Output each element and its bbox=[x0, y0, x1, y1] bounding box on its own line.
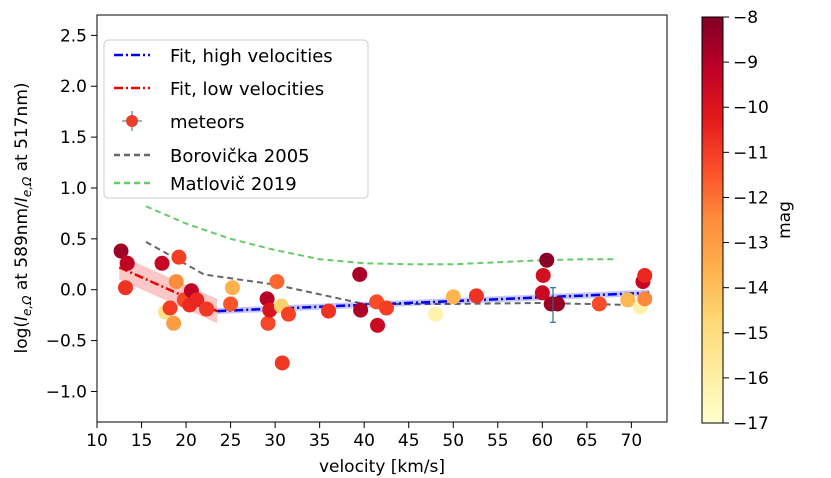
y-tick-label: 2.5 bbox=[60, 26, 87, 46]
meteor-point bbox=[370, 317, 386, 333]
y-axis-label: log(Ie,Ω at 589nm/Ie,Ω at 517nm) bbox=[12, 82, 34, 353]
meteor-point bbox=[162, 300, 178, 316]
x-tick-label: 50 bbox=[442, 431, 464, 451]
meteor-point bbox=[534, 285, 550, 301]
x-tick-label: 35 bbox=[309, 431, 331, 451]
x-tick-label: 70 bbox=[621, 431, 643, 451]
legend-high-fit-label: Fit, high velocities bbox=[170, 46, 333, 67]
colorbar-tick-label: −9 bbox=[733, 53, 758, 73]
meteor-point bbox=[535, 267, 551, 283]
legend: Fit, high velocities Fit, low velocities… bbox=[103, 39, 369, 199]
colorbar-tick-label: −17 bbox=[733, 414, 769, 434]
meteor-point bbox=[468, 288, 484, 304]
meteor-point bbox=[199, 301, 215, 317]
colorbar-tick-label: −10 bbox=[733, 98, 769, 118]
legend-box bbox=[103, 39, 369, 199]
meteor-point bbox=[262, 302, 278, 318]
colorbar-tick-label: −14 bbox=[733, 279, 769, 299]
meteor-point bbox=[539, 252, 555, 268]
colorbar bbox=[701, 16, 724, 424]
x-tick-label: 45 bbox=[398, 431, 420, 451]
legend-meteors-label: meteors bbox=[170, 112, 245, 133]
meteor-point bbox=[224, 280, 240, 296]
x-tick-label: 20 bbox=[175, 431, 197, 451]
y-tick-label: 2.0 bbox=[60, 77, 87, 97]
legend-matlovic-label: Matlovič 2019 bbox=[170, 174, 297, 195]
meteor-point bbox=[223, 296, 239, 312]
meteor-point bbox=[321, 303, 337, 319]
meteor-point bbox=[168, 274, 184, 290]
meteor-point bbox=[189, 292, 205, 308]
x-tick-label: 65 bbox=[576, 431, 598, 451]
meteor-point bbox=[549, 296, 565, 312]
colorbar-label: mag bbox=[775, 201, 795, 239]
meteor-point bbox=[269, 274, 285, 290]
meteor-point bbox=[637, 267, 653, 283]
axes-layer: 10 15 20 25 30 35 40 45 50 55 60 65 70 −1.0 −0.5 0.0 0.5… bbox=[46, 26, 642, 451]
colorbar-tick-label: −13 bbox=[733, 234, 769, 254]
meteor-point bbox=[260, 315, 276, 331]
colorbar-tick-label: −8 bbox=[733, 8, 758, 28]
y-tick-label: 0.0 bbox=[60, 281, 87, 301]
colorbar-tick-label: −15 bbox=[733, 324, 769, 344]
meteor-point bbox=[166, 315, 182, 331]
x-tick-label: 15 bbox=[131, 431, 153, 451]
meteor-point bbox=[280, 306, 296, 322]
y-tick-label: 1.5 bbox=[60, 128, 87, 148]
colorbar-ticks: −8 −9 −10 −11 −12 −13 −14 −15 −16 −17 bbox=[723, 8, 769, 434]
borovicka-2005-line bbox=[145, 241, 632, 306]
meteor-point bbox=[119, 255, 135, 271]
x-tick-label: 25 bbox=[220, 431, 242, 451]
meteor-point bbox=[118, 280, 133, 296]
legend-borovicka-label: Borovička 2005 bbox=[170, 146, 310, 167]
colorbar-tick-label: −12 bbox=[733, 188, 769, 208]
x-tick-label: 10 bbox=[86, 431, 108, 451]
meteor-point bbox=[259, 291, 275, 307]
colorbar-tick-label: −16 bbox=[733, 369, 769, 389]
y-tick-label: 1.0 bbox=[60, 179, 87, 199]
colorbar-tick-label: −11 bbox=[733, 143, 769, 163]
meteor-point bbox=[353, 302, 369, 318]
plot-layer bbox=[113, 205, 653, 371]
legend-low-fit-label: Fit, low velocities bbox=[170, 79, 324, 100]
meteor-point bbox=[591, 296, 607, 312]
meteor-point bbox=[620, 292, 636, 308]
meteor-point bbox=[154, 255, 170, 271]
meteor-point bbox=[427, 306, 443, 322]
legend-meteor-marker bbox=[126, 115, 138, 127]
meteor-point bbox=[352, 266, 368, 282]
y-tick-label: −0.5 bbox=[46, 332, 87, 352]
y-tick-label: −1.0 bbox=[46, 382, 87, 402]
x-tick-label: 30 bbox=[264, 431, 286, 451]
x-tick-label: 60 bbox=[531, 431, 553, 451]
meteor-point bbox=[378, 300, 394, 316]
meteor-point bbox=[113, 243, 129, 259]
x-tick-label: 55 bbox=[487, 431, 509, 451]
x-tick-label: 40 bbox=[353, 431, 375, 451]
meteor-point bbox=[274, 355, 290, 371]
meteor-point bbox=[445, 289, 461, 305]
meteor-point bbox=[637, 291, 653, 307]
x-axis-label: velocity [km/s] bbox=[319, 457, 445, 477]
y-tick-label: 0.5 bbox=[60, 230, 87, 250]
meteor-point bbox=[171, 249, 187, 265]
